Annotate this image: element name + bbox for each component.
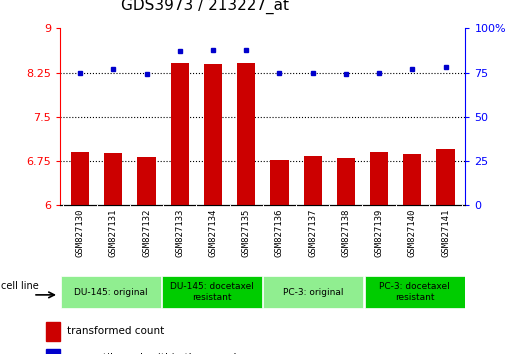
Bar <box>47 349 60 354</box>
Bar <box>138 157 156 205</box>
Bar <box>237 63 255 205</box>
Text: GSM827138: GSM827138 <box>342 209 350 257</box>
Text: DU-145: original: DU-145: original <box>74 287 147 297</box>
Text: GSM827130: GSM827130 <box>76 209 85 257</box>
Bar <box>264 276 363 308</box>
Bar <box>303 156 322 205</box>
Text: DU-145: docetaxel
resistant: DU-145: docetaxel resistant <box>170 282 254 302</box>
Bar <box>370 152 388 205</box>
Bar <box>365 276 465 308</box>
Text: transformed count: transformed count <box>67 326 164 336</box>
Text: GSM827133: GSM827133 <box>175 209 184 257</box>
Text: GSM827136: GSM827136 <box>275 209 284 257</box>
Text: GSM827140: GSM827140 <box>408 209 417 257</box>
Text: GDS3973 / 213227_at: GDS3973 / 213227_at <box>121 0 289 14</box>
Text: percentile rank within the sample: percentile rank within the sample <box>67 353 243 354</box>
Bar <box>162 276 262 308</box>
Text: GSM827132: GSM827132 <box>142 209 151 257</box>
Text: GSM827141: GSM827141 <box>441 209 450 257</box>
Text: PC-3: docetaxel
resistant: PC-3: docetaxel resistant <box>379 282 450 302</box>
Bar <box>104 153 122 205</box>
Bar <box>270 160 289 205</box>
Text: GSM827131: GSM827131 <box>109 209 118 257</box>
Text: cell line: cell line <box>1 281 39 291</box>
Text: GSM827137: GSM827137 <box>308 209 317 257</box>
Bar <box>170 63 189 205</box>
Bar <box>204 64 222 205</box>
Bar <box>61 276 161 308</box>
Text: GSM827135: GSM827135 <box>242 209 251 257</box>
Bar <box>403 154 422 205</box>
Text: GSM827134: GSM827134 <box>209 209 218 257</box>
Text: GSM827139: GSM827139 <box>374 209 383 257</box>
Text: PC-3: original: PC-3: original <box>283 287 344 297</box>
Bar <box>436 149 454 205</box>
Bar <box>47 322 60 341</box>
Bar <box>337 158 355 205</box>
Bar <box>71 152 89 205</box>
